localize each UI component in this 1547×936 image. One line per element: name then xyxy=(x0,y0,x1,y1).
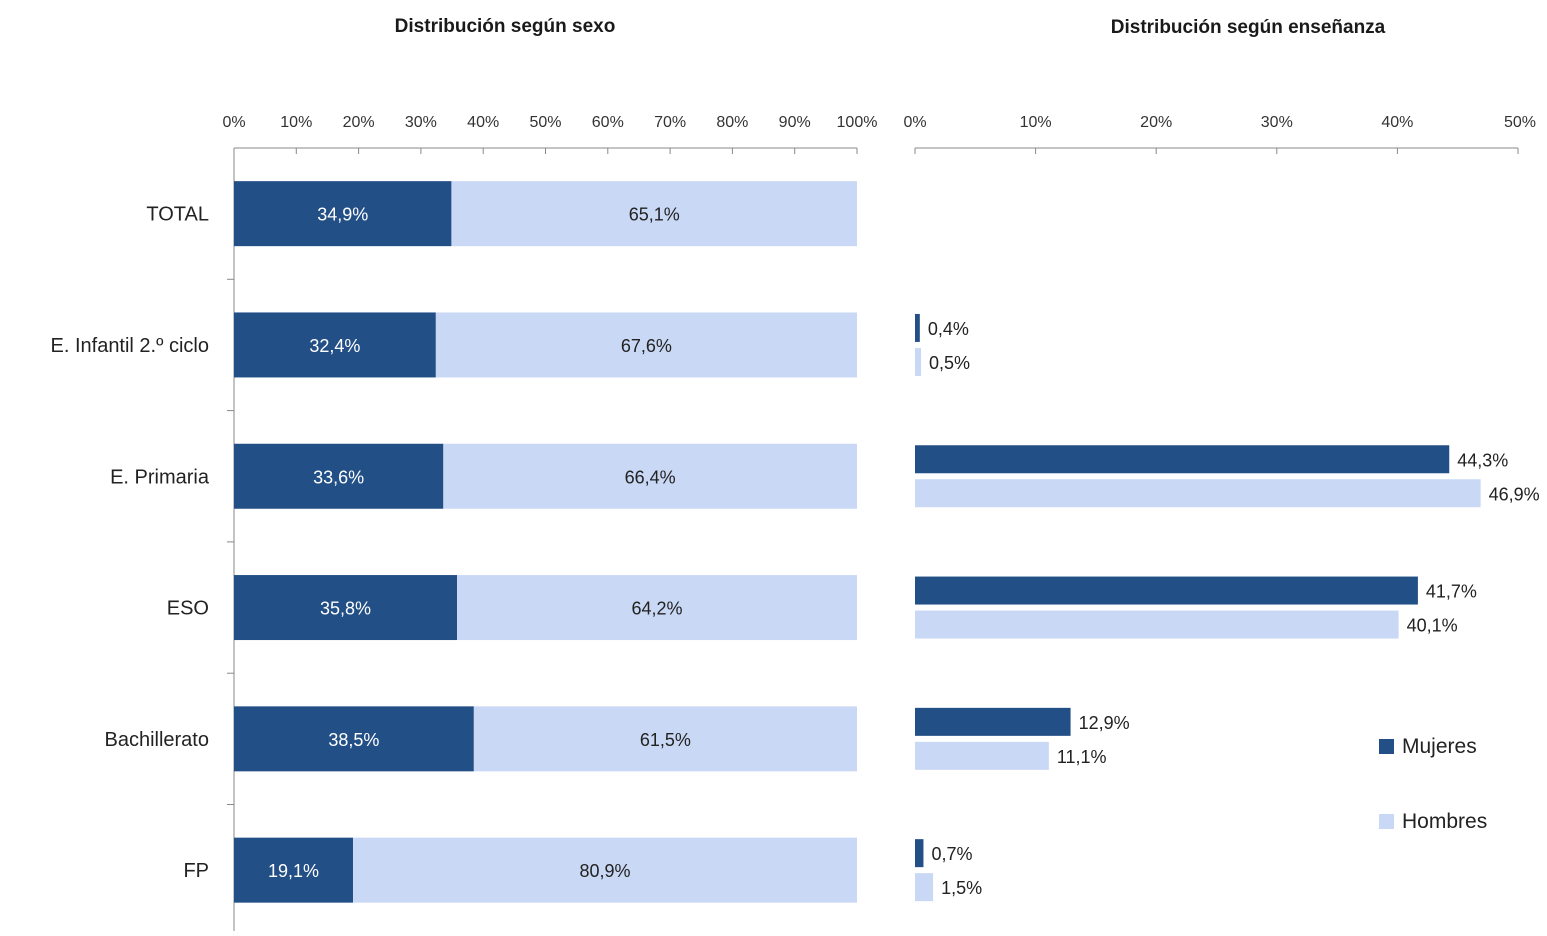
bar-value-label: 12,9% xyxy=(1079,713,1130,733)
bar-value-label: 0,5% xyxy=(929,353,970,373)
bar-hombres xyxy=(451,181,857,247)
bar-value-label: 19,1% xyxy=(268,861,319,881)
left-x-tick-label: 10% xyxy=(280,114,312,131)
left-x-tick-label: 40% xyxy=(467,114,499,131)
bar-value-label: 38,5% xyxy=(328,730,379,750)
right-chart-bars: 0,4% 0,5% 44,3% 46,9% 41,7% 40,1% 12,9% 11,1% 0,… xyxy=(915,313,1540,902)
bar-hombres xyxy=(915,610,1399,639)
bar-mujeres xyxy=(915,445,1450,474)
category-label: ESO xyxy=(167,598,209,620)
legend-label-mujeres: Mujeres xyxy=(1402,735,1477,758)
right-x-tick-label: 0% xyxy=(903,114,926,131)
left-chart-title: Distribución según sexo xyxy=(395,16,616,37)
bar-mujeres xyxy=(234,443,444,509)
right-x-tick-label: 30% xyxy=(1261,114,1293,131)
bar-value-label: 1,5% xyxy=(941,878,982,898)
bar-value-label: 0,7% xyxy=(931,844,972,864)
legend-label-hombres: Hombres xyxy=(1402,810,1487,833)
right-chart-title: Distribución según enseñanza xyxy=(1111,17,1386,38)
bar-hombres xyxy=(352,837,857,903)
left-x-tick-label: 50% xyxy=(529,114,561,131)
bar-mujeres xyxy=(234,181,452,247)
bar-value-label: 0,4% xyxy=(928,319,969,339)
bar-value-label: 44,3% xyxy=(1457,450,1508,470)
legend-swatch-mujeres xyxy=(1379,739,1394,754)
bar-mujeres xyxy=(915,707,1071,736)
left-x-tick-label: 20% xyxy=(343,114,375,131)
legend-swatch-hombres xyxy=(1379,814,1394,829)
right-x-tick-label: 50% xyxy=(1504,114,1536,131)
bar-value-label: 65,1% xyxy=(629,205,680,225)
bar-hombres xyxy=(435,312,857,378)
bar-mujeres xyxy=(234,837,353,903)
bar-mujeres xyxy=(234,575,458,641)
right-x-tick-label: 10% xyxy=(1020,114,1052,131)
category-label: E. Infantil 2.º ciclo xyxy=(51,335,210,357)
bar-value-label: 46,9% xyxy=(1489,484,1540,504)
bar-hombres xyxy=(915,873,934,902)
bar-hombres xyxy=(915,741,1049,770)
category-labels: TOTAL E. Infantil 2.º ciclo E. Primaria ESO… xyxy=(51,204,210,883)
bar-value-label: 64,2% xyxy=(631,599,682,619)
right-x-tick-label: 20% xyxy=(1140,114,1172,131)
bar-hombres xyxy=(473,706,857,772)
bar-value-label: 34,9% xyxy=(317,205,368,225)
left-x-tick-label: 90% xyxy=(779,114,811,131)
bar-mujeres xyxy=(915,576,1418,605)
bar-value-label: 41,7% xyxy=(1426,582,1477,602)
bar-mujeres xyxy=(915,839,924,868)
category-label: TOTAL xyxy=(146,204,209,226)
category-label: Bachillerato xyxy=(104,729,209,751)
bar-hombres xyxy=(457,575,857,641)
bar-value-label: 35,8% xyxy=(320,599,371,619)
left-chart-axis: 0% 10% 20% 30% 40% 50% 60% 70% 80% 90% 100% xyxy=(222,114,877,931)
bar-value-label: 66,4% xyxy=(625,467,676,487)
bar-value-label: 80,9% xyxy=(579,861,630,881)
left-x-tick-label: 0% xyxy=(222,114,245,131)
bar-mujeres xyxy=(915,313,920,342)
right-x-tick-label: 40% xyxy=(1381,114,1413,131)
right-chart-axis: 0% 10% 20% 30% 40% 50% xyxy=(903,114,1536,154)
bar-value-label: 33,6% xyxy=(313,467,364,487)
bar-value-label: 32,4% xyxy=(309,336,360,356)
bar-value-label: 11,1% xyxy=(1057,747,1107,767)
legend: Mujeres Hombres xyxy=(1379,735,1487,833)
bar-value-label: 40,1% xyxy=(1407,616,1458,636)
bar-value-label: 61,5% xyxy=(640,730,691,750)
left-x-tick-label: 100% xyxy=(837,114,878,131)
left-x-tick-label: 30% xyxy=(405,114,437,131)
bar-mujeres xyxy=(234,312,436,378)
category-label: E. Primaria xyxy=(110,466,210,488)
left-x-tick-label: 60% xyxy=(592,114,624,131)
left-chart-bars: 34,9% 65,1% 32,4% 67,6% 33,6% 66,4% 35,8% 64,2%… xyxy=(234,181,857,903)
category-label: FP xyxy=(183,860,209,882)
bar-value-label: 67,6% xyxy=(621,336,672,356)
left-x-tick-label: 80% xyxy=(716,114,748,131)
bar-hombres xyxy=(915,479,1481,508)
bar-mujeres xyxy=(234,706,474,772)
left-x-tick-label: 70% xyxy=(654,114,686,131)
bar-hombres xyxy=(915,347,922,376)
bar-hombres xyxy=(443,443,857,509)
